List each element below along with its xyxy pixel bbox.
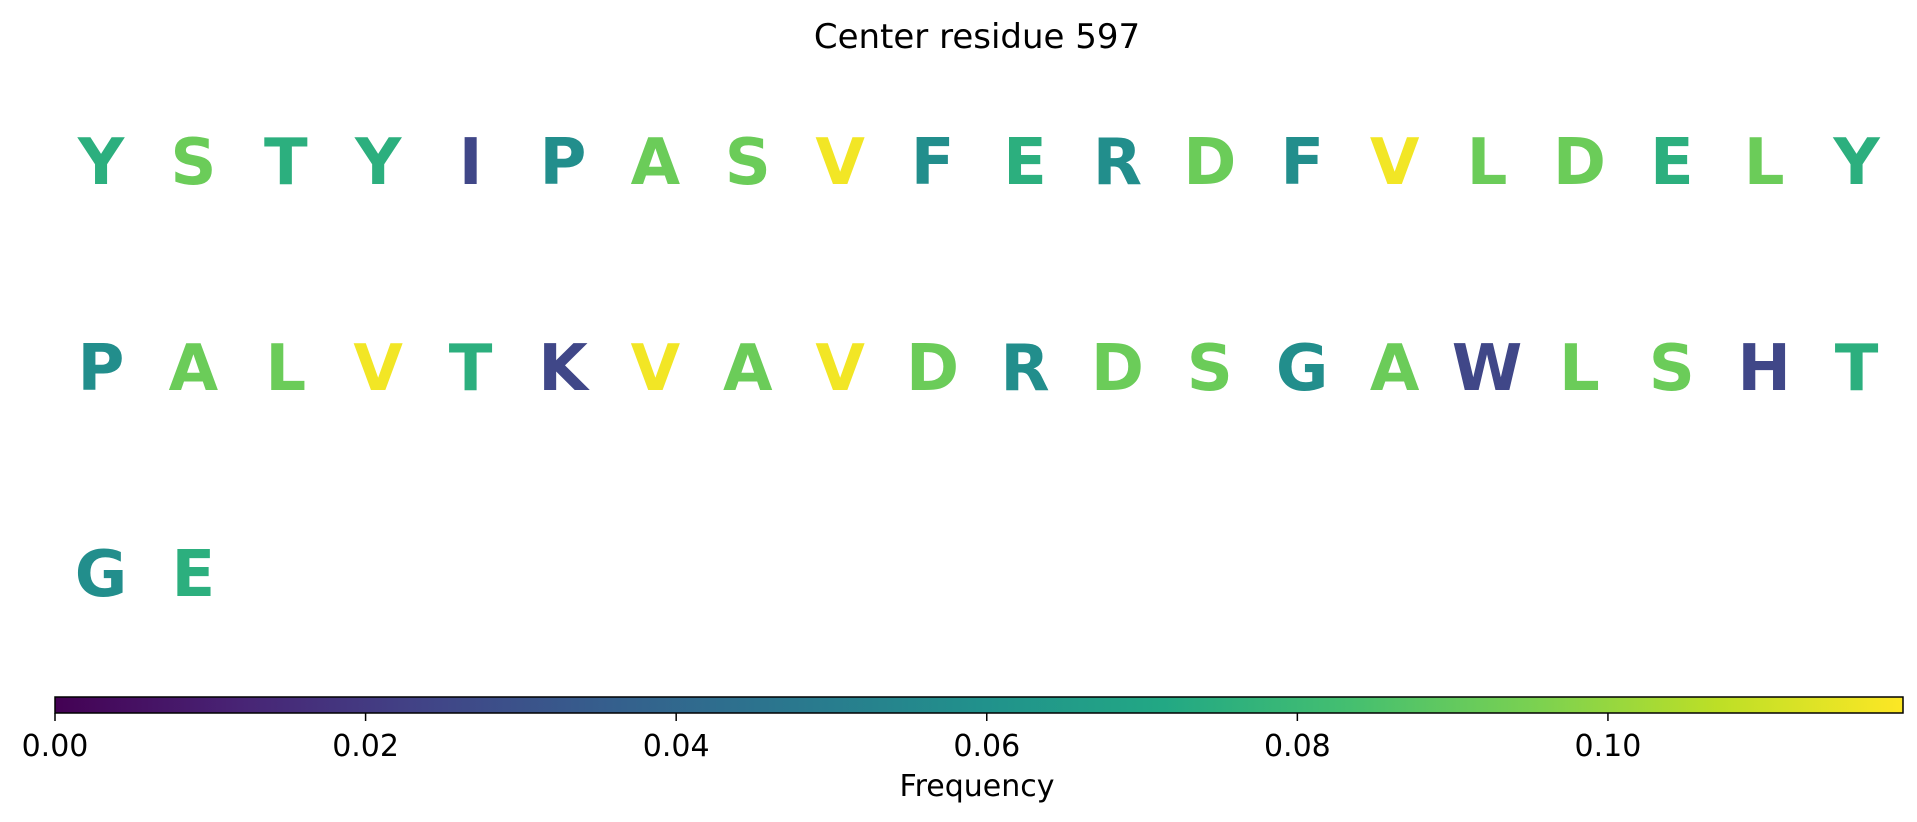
residue-letter: S	[170, 126, 216, 200]
residue-letter: D	[1183, 126, 1236, 200]
residue-letter: A	[631, 126, 681, 200]
residue-letter: G	[75, 538, 128, 612]
residue-letter: E	[172, 538, 216, 612]
colorbar-tick-label: 0.06	[953, 729, 1020, 764]
residue-letter: S	[725, 126, 771, 200]
residue-letter: V	[631, 332, 681, 406]
residue-letter: S	[1649, 332, 1695, 406]
residue-letter: D	[1553, 126, 1606, 200]
residue-letter: I	[459, 126, 483, 200]
residue-letter: V	[353, 332, 403, 406]
residue-letter: D	[906, 332, 959, 406]
residue-letter: W	[1452, 332, 1523, 406]
colorbar-tick-label: 0.10	[1575, 729, 1642, 764]
residue-letter: F	[1280, 126, 1324, 200]
residue-letter: Y	[77, 126, 125, 200]
residue-letter: T	[264, 126, 308, 200]
residue-letter: K	[538, 332, 590, 406]
chart-title: Center residue 597	[814, 17, 1140, 57]
residue-letter: L	[265, 332, 306, 406]
residue-letter: Y	[354, 126, 402, 200]
residue-letter: F	[911, 126, 955, 200]
residue-letter: P	[540, 126, 587, 200]
residue-grid: Y S T Y I P A S V F E R D F V L D E L YP A L V T K V A V D R D S G A W L S H T…	[75, 126, 1881, 612]
residue-letter: V	[815, 332, 865, 406]
residue-letter: S	[1187, 332, 1233, 406]
residue-letter: A	[723, 332, 773, 406]
residue-letter: Y	[1832, 126, 1880, 200]
residue-letter: L	[1467, 126, 1508, 200]
residue-letter: T	[449, 332, 493, 406]
colorbar-bar	[54, 696, 1904, 714]
residue-letter: R	[1000, 332, 1049, 406]
residue-letter: R	[1093, 126, 1142, 200]
residue-letter: A	[1370, 332, 1420, 406]
residue-letter: L	[1744, 126, 1785, 200]
residue-letter: L	[1559, 332, 1600, 406]
residue-letter: V	[1370, 126, 1420, 200]
colorbar-label: Frequency	[900, 769, 1055, 804]
colorbar-tick-label: 0.08	[1264, 729, 1331, 764]
residue-letter: G	[1276, 332, 1329, 406]
colorbar-ticks: 0.00 0.02 0.04 0.06 0.08 0.10	[22, 713, 1642, 764]
residue-letter: P	[78, 332, 125, 406]
colorbar-tick-label: 0.04	[643, 729, 710, 764]
residue-letter: T	[1835, 332, 1879, 406]
residue-letter: V	[815, 126, 865, 200]
colorbar-tick-label: 0.02	[332, 729, 399, 764]
residue-letter: H	[1737, 332, 1791, 406]
colorbar-tick-label: 0.00	[22, 729, 89, 764]
residue-letter: E	[1003, 126, 1047, 200]
residue-letter: E	[1650, 126, 1694, 200]
colorbar: 0.00 0.02 0.04 0.06 0.08 0.10 Frequency	[22, 696, 1904, 804]
residue-letter: D	[1091, 332, 1144, 406]
residue-letter: A	[169, 332, 219, 406]
